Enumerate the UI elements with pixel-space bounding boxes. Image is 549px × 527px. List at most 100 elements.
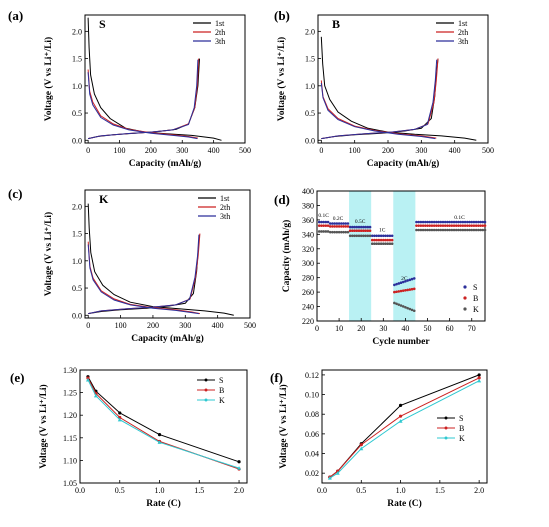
data-point-S [404, 279, 407, 283]
data-point-S [430, 220, 434, 224]
data-point-K [452, 228, 456, 232]
y-tick-label: 1.0 [72, 82, 82, 91]
data-point-S [439, 220, 443, 224]
legend-label: K [219, 396, 225, 405]
legend-label: 3th [458, 37, 468, 46]
data-point-B [382, 238, 385, 242]
legend-swatch [463, 296, 467, 300]
data-point-K [483, 228, 487, 232]
plot-frame [316, 190, 486, 322]
data-point-K [386, 242, 390, 246]
data-point-S [364, 225, 367, 229]
data-point-S [406, 279, 409, 282]
data-point-B [335, 225, 339, 228]
data-point-K [437, 228, 440, 232]
x-tick-label: 60 [446, 324, 454, 333]
plot-frame [321, 369, 488, 484]
data-point-K [446, 228, 449, 232]
data-point-B [479, 224, 482, 227]
panel-f: 0.0 0.5 1.0 1.5 2.0 0.02 0.04 0.06 0.08 0.10 0.12 R… [270, 369, 488, 509]
data-point-S [331, 222, 334, 225]
data-point-K [377, 242, 381, 246]
data-point-S [395, 282, 398, 286]
y-tick-label: 320 [302, 245, 314, 254]
data-point-K [474, 228, 478, 232]
plot-frame [79, 369, 248, 484]
data-point-K [395, 302, 398, 306]
legend-label: 1st [215, 19, 225, 28]
data-point-K [472, 228, 476, 232]
x-tick-label: 1.0 [396, 486, 406, 495]
legend-swatch [463, 307, 467, 311]
x-tick-label: 0.5 [115, 486, 125, 495]
legend-label: 2th [458, 28, 468, 37]
data-point-S [459, 220, 462, 224]
y-tick-label: 2.0 [72, 27, 82, 36]
data-point-K [421, 228, 425, 232]
y-tick-label: 0.06 [305, 430, 319, 439]
data-point-B [384, 238, 387, 242]
data-point-B [437, 224, 440, 227]
data-point-B [441, 224, 445, 227]
x-tick-label: 0 [86, 146, 90, 155]
data-point-B [370, 238, 374, 242]
data-point-K [375, 242, 378, 246]
x-tick-label: 500 [239, 146, 251, 155]
data-point-B [401, 289, 405, 292]
shaded-band [349, 191, 372, 321]
data-point-B [340, 225, 343, 228]
data-point-S [377, 234, 381, 238]
data-point-K [364, 234, 367, 238]
y-tick-label: 1.0 [305, 82, 315, 91]
y-tick-label: 220 [302, 317, 314, 326]
data-point-S [435, 220, 438, 224]
data-point-S [388, 234, 392, 238]
data-point-S [415, 220, 418, 224]
data-point-B [359, 229, 363, 233]
data-point-S [426, 220, 429, 224]
data-point-K [439, 228, 443, 232]
legend-label: K [459, 434, 465, 443]
data-point-S [474, 220, 478, 224]
x-tick-label: 100 [115, 321, 127, 330]
series-line-2th [321, 58, 439, 140]
panel-d: 0 10 20 30 40 50 60 70 220 240 260 280 300 320 340 360 3… [274, 187, 487, 347]
series-line-1st [320, 36, 477, 141]
data-point-B [342, 225, 345, 228]
data-point-B [320, 224, 323, 227]
data-point-K [397, 303, 401, 306]
data-point-S [322, 220, 325, 224]
x-tick-label: 300 [176, 146, 188, 155]
data-point-B [322, 224, 325, 227]
data-point-B [452, 224, 456, 227]
data-point-B [379, 238, 383, 242]
series-line-K [87, 379, 240, 469]
legend-marker [204, 378, 208, 382]
data-point-B [428, 224, 432, 227]
data-point-S [386, 234, 390, 238]
x-axis-label: Capacity (mAh/g) [367, 158, 440, 169]
data-point-K [357, 234, 361, 238]
x-tick-label: 40 [401, 324, 409, 333]
x-axis-label: Rate (C) [387, 498, 422, 509]
data-point-K [404, 305, 407, 309]
data-point-K [368, 234, 372, 238]
series-line-B [87, 377, 240, 470]
data-point-K [237, 466, 242, 470]
data-point-K [157, 440, 162, 444]
data-point-S [359, 225, 363, 229]
panel-e: 0.0 0.5 1.0 1.5 2.0 1.05 1.10 1.15 1.20 1.25 1.30 R… [10, 366, 248, 509]
data-point-S [428, 220, 432, 224]
y-tick-label: 280 [302, 274, 314, 283]
data-point-K [382, 242, 385, 246]
data-point-K [328, 230, 332, 234]
x-tick-label: 0.5 [356, 486, 366, 495]
data-point-K [393, 301, 396, 305]
data-point-S [335, 222, 339, 225]
data-point-S [412, 277, 416, 280]
data-point-B [474, 224, 478, 227]
y-tick-label: 1.30 [63, 366, 77, 375]
data-point-K [384, 242, 387, 246]
data-point-S [370, 234, 374, 238]
data-point-B [432, 224, 436, 227]
